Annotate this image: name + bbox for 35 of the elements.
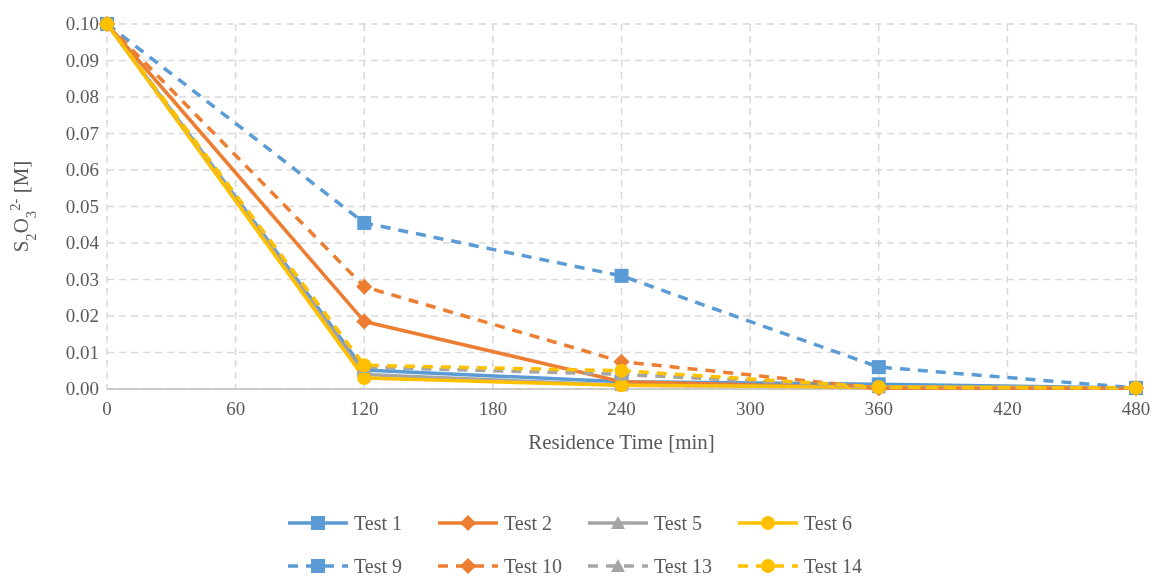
x-tick-label: 360 bbox=[864, 398, 893, 419]
legend-label: Test 9 bbox=[354, 555, 403, 577]
legend-label: Test 14 bbox=[804, 555, 863, 577]
legend-label: Test 2 bbox=[504, 512, 553, 534]
y-tick-label: 0.05 bbox=[65, 195, 99, 217]
point bbox=[356, 313, 373, 330]
point bbox=[357, 371, 372, 386]
x-tick-label: 420 bbox=[993, 398, 1022, 419]
y-tick-label: 0.02 bbox=[65, 305, 99, 326]
point bbox=[357, 215, 372, 230]
y-tick-label: 0.03 bbox=[65, 268, 99, 290]
x-tick-label: 0 bbox=[102, 398, 112, 419]
legend-label: Test 10 bbox=[504, 555, 563, 577]
point bbox=[614, 268, 629, 283]
y-tick-label: 0.10 bbox=[65, 13, 99, 34]
x-tick-label: 300 bbox=[735, 398, 765, 419]
y-tick-label: 0.00 bbox=[65, 378, 99, 399]
point bbox=[356, 278, 373, 295]
legend-label: Test 6 bbox=[804, 512, 853, 534]
y-tick-label: 0.01 bbox=[65, 341, 99, 363]
point bbox=[871, 360, 886, 375]
y-tick-label: 0.08 bbox=[65, 86, 99, 107]
y-tick-label: 0.04 bbox=[65, 232, 100, 253]
x-tick-label: 240 bbox=[607, 398, 636, 419]
y-tick-label: 0.07 bbox=[65, 122, 99, 144]
y-tick-label: 0.09 bbox=[65, 49, 99, 71]
legend-label: Test 13 bbox=[654, 555, 713, 577]
x-tick-label: 60 bbox=[226, 398, 246, 419]
x-tick-label: 180 bbox=[478, 398, 508, 419]
legend-label: Test 5 bbox=[654, 512, 703, 534]
x-tick-label: 480 bbox=[1121, 398, 1151, 419]
y-tick-label: 0.06 bbox=[65, 159, 99, 180]
x-axis-title: Residence Time [min] bbox=[528, 430, 715, 454]
legend-label: Test 1 bbox=[354, 512, 403, 534]
x-tick-label: 120 bbox=[350, 398, 379, 419]
